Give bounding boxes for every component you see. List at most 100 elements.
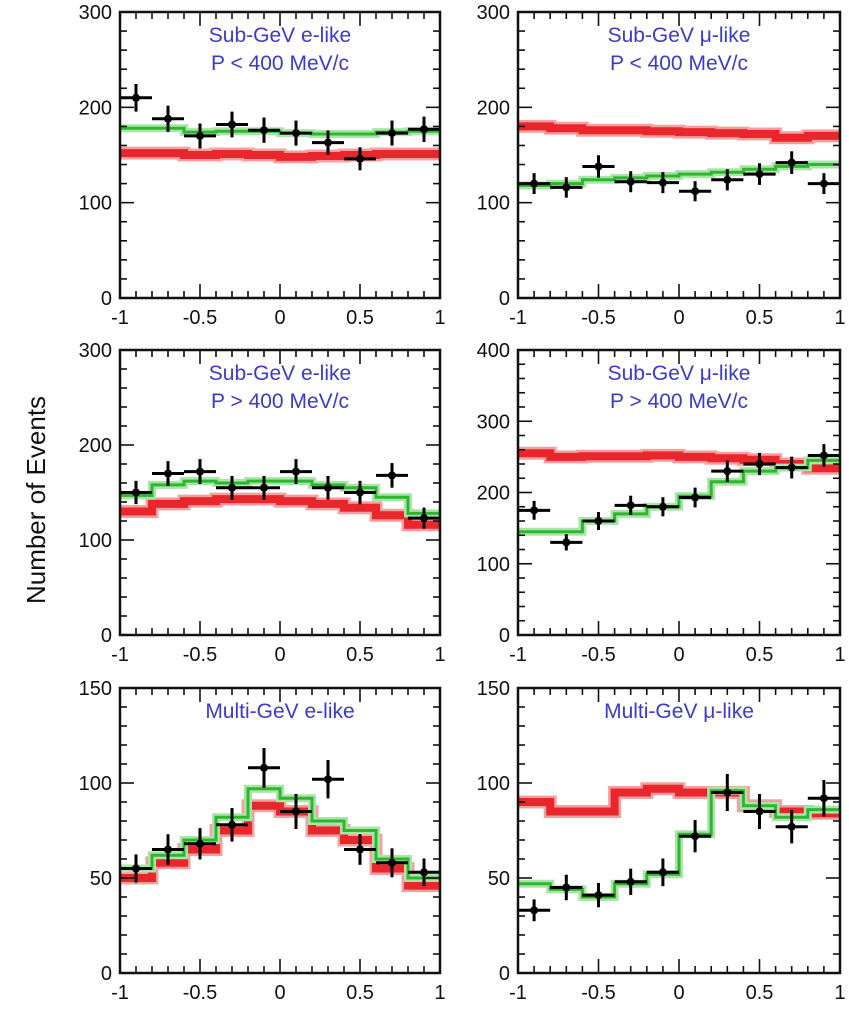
data-point	[152, 834, 184, 865]
y-tick-label: 200	[477, 97, 510, 119]
y-tick-label: 200	[477, 483, 510, 505]
panel-subtitle: P < 400 MeV/c	[610, 52, 748, 75]
data-point	[518, 899, 551, 922]
x-tick-label: -1	[111, 644, 129, 666]
data-point-marker	[132, 488, 140, 497]
x-tick-label: 0.5	[746, 644, 774, 666]
data-point-marker	[388, 471, 396, 480]
panel-frame	[118, 686, 442, 975]
data-point	[376, 463, 408, 488]
data-point	[216, 111, 248, 138]
x-tick-label: 0.5	[346, 982, 374, 1004]
panel-5: -1 -0.5 0 0.5 1 0 50 100 150 Multi-GeV e-like	[79, 678, 446, 1004]
data-point-marker	[324, 483, 332, 492]
x-tick-label: 0	[274, 644, 285, 666]
data-point	[248, 748, 280, 788]
y-tick-label: 0	[499, 288, 510, 310]
data-point	[646, 858, 679, 887]
data-point-marker	[787, 463, 796, 472]
x-tick-label: -0.5	[581, 644, 615, 666]
data-point-marker	[228, 820, 236, 829]
data-point-marker	[164, 114, 172, 123]
data-point	[408, 116, 440, 142]
panel-title: Sub-GeV μ-like	[608, 24, 751, 47]
data-point	[679, 820, 712, 853]
data-point-marker	[819, 179, 828, 188]
data-point	[184, 123, 216, 149]
plot-area-6	[518, 773, 840, 922]
data-point	[312, 760, 344, 799]
y-tick-label: 150	[477, 678, 510, 700]
data-point	[550, 534, 583, 551]
y-tick-label: 0	[101, 625, 112, 647]
x-tick-label: 1	[434, 307, 445, 329]
data-point-marker	[356, 845, 364, 854]
data-point-marker	[787, 822, 796, 831]
data-point-marker	[562, 183, 571, 192]
y-tick-label: 200	[79, 435, 112, 457]
y-tick-label: 0	[499, 625, 510, 647]
osc-line	[518, 163, 840, 187]
data-point-marker	[755, 460, 764, 468]
x-tick-label: 0.5	[746, 307, 774, 329]
data-point-marker	[626, 501, 635, 510]
data-point	[646, 172, 679, 194]
panel-title: Sub-GeV e-like	[209, 24, 351, 47]
data-point-marker	[388, 858, 396, 867]
data-point	[248, 475, 280, 500]
x-tick-label: 0.5	[346, 644, 374, 666]
data-point-marker	[132, 93, 140, 102]
y-tick-label: 0	[101, 963, 112, 985]
data-point	[550, 874, 583, 901]
x-tick-label: -1	[111, 307, 129, 329]
data-point-marker	[388, 129, 396, 138]
data-point	[184, 459, 216, 485]
data-point	[280, 793, 312, 830]
data-point-marker	[723, 467, 732, 476]
data-point-marker	[292, 467, 300, 476]
data-point	[312, 475, 344, 500]
data-point	[711, 169, 744, 191]
data-point-marker	[658, 868, 667, 877]
panel-title: Multi-GeV e-like	[205, 700, 354, 723]
data-point	[152, 105, 184, 132]
x-tick-label: -0.5	[183, 307, 217, 329]
data-point	[280, 120, 312, 146]
data-point	[582, 155, 615, 178]
x-tick-label: 0	[673, 644, 684, 666]
data-point-marker	[626, 177, 635, 186]
x-tick-label: -0.5	[581, 982, 615, 1004]
data-point	[711, 773, 744, 812]
panel-title: Sub-GeV μ-like	[608, 362, 751, 385]
panel-subtitle: P > 400 MeV/c	[211, 390, 349, 413]
data-point	[711, 460, 744, 482]
plot-area-1	[120, 83, 440, 171]
data-point-marker	[292, 807, 300, 816]
x-tick-label: -0.5	[183, 644, 217, 666]
y-tick-label: 100	[477, 554, 510, 576]
data-point-marker	[530, 179, 539, 188]
no-osc-line	[518, 122, 840, 142]
panel-subtitle: P > 400 MeV/c	[610, 390, 748, 413]
x-tick-label: -1	[111, 982, 129, 1004]
data-point	[550, 177, 583, 198]
data-point	[376, 120, 408, 146]
panel-4: -1 -0.5 0 0.5 1 0 100 200 300 400 Sub-GeV μ-like P …	[477, 340, 846, 666]
data-point-marker	[691, 832, 700, 841]
data-point-marker	[196, 467, 204, 476]
plot-area-5	[120, 748, 440, 893]
data-point	[614, 495, 647, 515]
y-tick-label: 100	[477, 773, 510, 795]
data-point-marker	[196, 131, 204, 140]
no-osc-line	[120, 149, 440, 161]
panel-6: -1 -0.5 0 0.5 1 0 50 100 150 Multi-GeV μ-like	[477, 678, 846, 1004]
data-point	[775, 456, 808, 479]
x-tick-label: -1	[509, 982, 527, 1004]
data-point-marker	[755, 807, 764, 816]
data-point-marker	[324, 775, 332, 784]
y-tick-label: 0	[101, 288, 112, 310]
data-point	[344, 834, 376, 865]
data-point	[582, 511, 615, 531]
